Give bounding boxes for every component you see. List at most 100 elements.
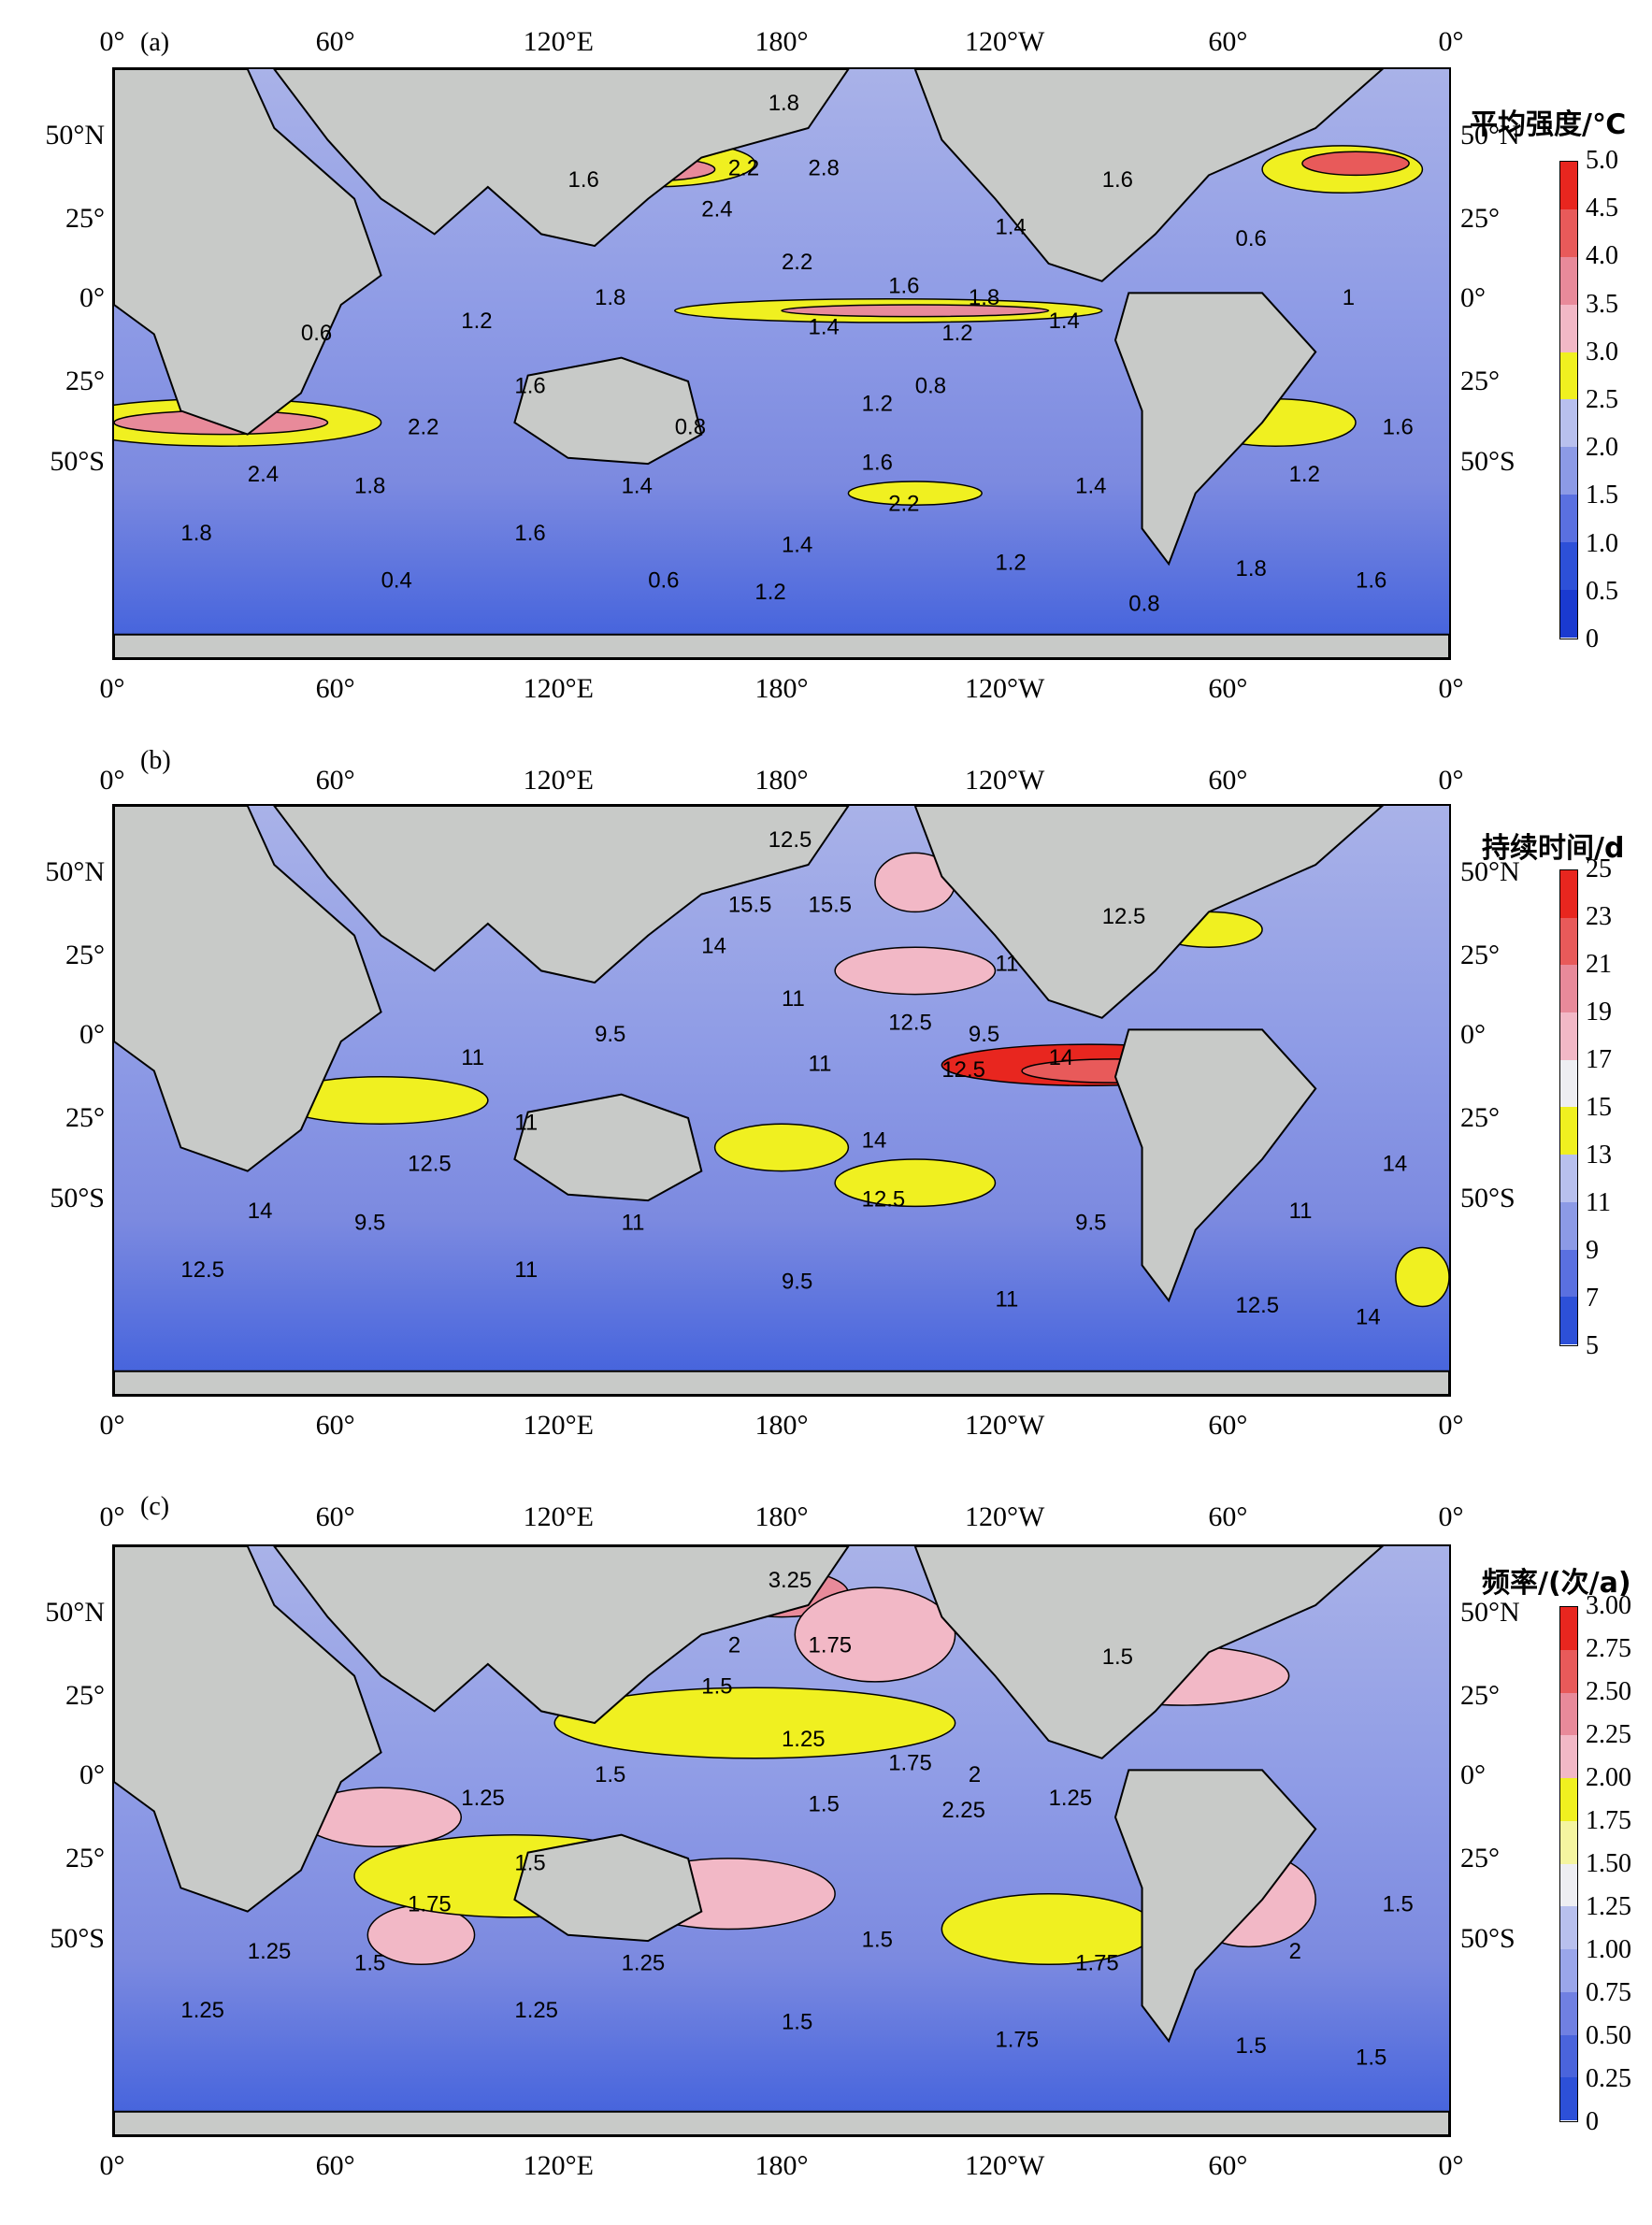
- colorbar-segment: [1560, 1107, 1577, 1156]
- contour-label: 1.8: [354, 474, 385, 499]
- colorbar-segment: [1560, 1820, 1577, 1864]
- contour-label: 1.6: [1356, 567, 1386, 593]
- contour-label: 1.6: [1102, 167, 1133, 193]
- colorbar-segment: [1560, 256, 1577, 305]
- contour-label: 0.4: [381, 567, 412, 593]
- colorbar-segment: [1560, 1735, 1577, 1778]
- contour-label: 1.4: [995, 214, 1026, 239]
- colorbar-segment: [1560, 352, 1577, 400]
- contour-label: 1.5: [1102, 1644, 1133, 1670]
- contour-label: 12.5: [888, 1010, 932, 1035]
- colorbar-segment: [1560, 1863, 1577, 1907]
- lat-tick-right: 50°S: [1460, 1922, 1516, 1954]
- contour-label: 9.5: [969, 1022, 999, 1047]
- contour-label: 14: [248, 1199, 273, 1224]
- contour-label: 1.6: [888, 273, 919, 298]
- contour-label: 1.5: [1383, 1892, 1414, 1917]
- contour-label: 12.5: [1236, 1293, 1280, 1318]
- lon-tick-top: 120°E: [523, 1501, 594, 1532]
- colorbar-tick: 17: [1586, 1045, 1612, 1074]
- land-mass: [273, 69, 850, 248]
- colorbar-tick: 4.5: [1586, 194, 1618, 223]
- contour-label: 2: [969, 1762, 981, 1787]
- lon-tick-top: 120°W: [965, 765, 1045, 796]
- contour-label: 1.5: [701, 1674, 732, 1700]
- lon-tick-top: 60°: [1208, 1501, 1248, 1532]
- colorbar-segment: [1560, 1201, 1577, 1250]
- colorbar-tick: 13: [1586, 1141, 1612, 1170]
- contour-label: 1.25: [514, 1998, 558, 2023]
- contour-label: 2.2: [728, 155, 759, 180]
- lat-tick-right: 50°N: [1460, 855, 1520, 887]
- contour-label: 1.2: [461, 309, 492, 334]
- colorbar-segment: [1560, 1649, 1577, 1693]
- colorbar-segment: [1560, 304, 1577, 352]
- lon-tick-top: 120°E: [523, 765, 594, 796]
- contour-label: 14: [862, 1127, 887, 1153]
- lat-tick-left: 25°: [65, 366, 105, 397]
- contour-label: 2.8: [809, 155, 840, 180]
- lon-tick-top: 60°: [315, 26, 355, 57]
- colorbar-tick: 1.50: [1586, 1849, 1631, 1878]
- lat-tick-right: 0°: [1460, 1759, 1486, 1791]
- colorbar-segment: [1560, 399, 1577, 448]
- lon-tick-top: 0°: [99, 765, 125, 796]
- contour-label: 11: [995, 1287, 1018, 1313]
- lat-tick-right: 0°: [1460, 1019, 1486, 1051]
- panel-c: (c) 3.25 2 1.75 1.5 1.25 1.75 2 1.5 2.25 1.25 1.5 1…: [0, 1477, 1652, 2225]
- colorbar-tick: 1.75: [1586, 1806, 1631, 1835]
- lon-tick-top: 120°W: [965, 26, 1045, 57]
- contour-label: 1: [1343, 285, 1355, 310]
- colorbar-tick: 2.50: [1586, 1677, 1631, 1706]
- contour-label: 1.75: [408, 1892, 452, 1917]
- colorbar-segment: [1560, 2077, 1577, 2120]
- colorbar-segment: [1560, 1249, 1577, 1298]
- contour-label: 2.4: [248, 462, 279, 487]
- lon-tick-top: 60°: [315, 765, 355, 796]
- land-mass: [114, 1370, 1449, 1395]
- anomaly-region: [941, 1892, 1156, 1966]
- lon-tick-bottom: 120°E: [523, 2150, 594, 2181]
- lon-tick-bottom: 0°: [99, 1410, 125, 1441]
- lat-tick-right: 50°N: [1460, 1596, 1520, 1628]
- anomaly-region: [553, 1687, 956, 1759]
- lon-tick-bottom: 60°: [315, 1410, 355, 1441]
- contour-label: 0.6: [301, 321, 332, 346]
- contour-label: 14: [1383, 1152, 1408, 1177]
- anomaly-region: [834, 1158, 997, 1208]
- land-mass: [1113, 1769, 1317, 2044]
- lat-tick-right: 25°: [1460, 202, 1500, 234]
- lat-tick-left: 50°S: [50, 1922, 105, 1954]
- contour-label: 11: [1289, 1199, 1313, 1224]
- contour-label: 1.4: [1075, 474, 1106, 499]
- colorbar-tick: 25: [1586, 854, 1612, 883]
- colorbar-tick: 23: [1586, 902, 1612, 931]
- map-canvas: 1.8 2.2 2.8 2.4 2.2 1.6 1.8 1.4 1.2 1.4 1.6 2.2 2.4 1…: [114, 69, 1449, 658]
- colorbar-tick: 1.00: [1586, 1935, 1631, 1964]
- colorbar-segment: [1560, 1012, 1577, 1060]
- colorbar-tick: 9: [1586, 1236, 1599, 1265]
- anomaly-region: [713, 1123, 850, 1172]
- colorbar-segment: [1560, 162, 1577, 209]
- contour-label: 1.25: [248, 1939, 292, 1964]
- colorbar-tick: 7: [1586, 1284, 1599, 1313]
- contour-label: 11: [622, 1211, 645, 1236]
- colorbar-tick: 1.0: [1586, 528, 1618, 558]
- contour-label: 14: [701, 934, 726, 959]
- colorbar-tick: 0: [1586, 624, 1599, 653]
- lat-tick-left: 25°: [65, 1679, 105, 1711]
- colorbar-segment: [1560, 1607, 1577, 1650]
- anomaly-region: [794, 1586, 956, 1683]
- lon-tick-top: 0°: [1438, 26, 1464, 57]
- land-mass: [273, 806, 850, 984]
- contour-label: 12.5: [180, 1257, 224, 1283]
- contour-label: 1.6: [568, 167, 599, 193]
- contour-label: 15.5: [809, 892, 853, 917]
- contour-label: 1.6: [1383, 415, 1414, 440]
- contour-label: 9.5: [354, 1211, 385, 1236]
- land-mass: [913, 806, 1385, 1019]
- contour-label: 1.5: [862, 1927, 893, 1952]
- contour-label: 12.5: [1102, 904, 1146, 929]
- land-mass: [513, 1833, 703, 1943]
